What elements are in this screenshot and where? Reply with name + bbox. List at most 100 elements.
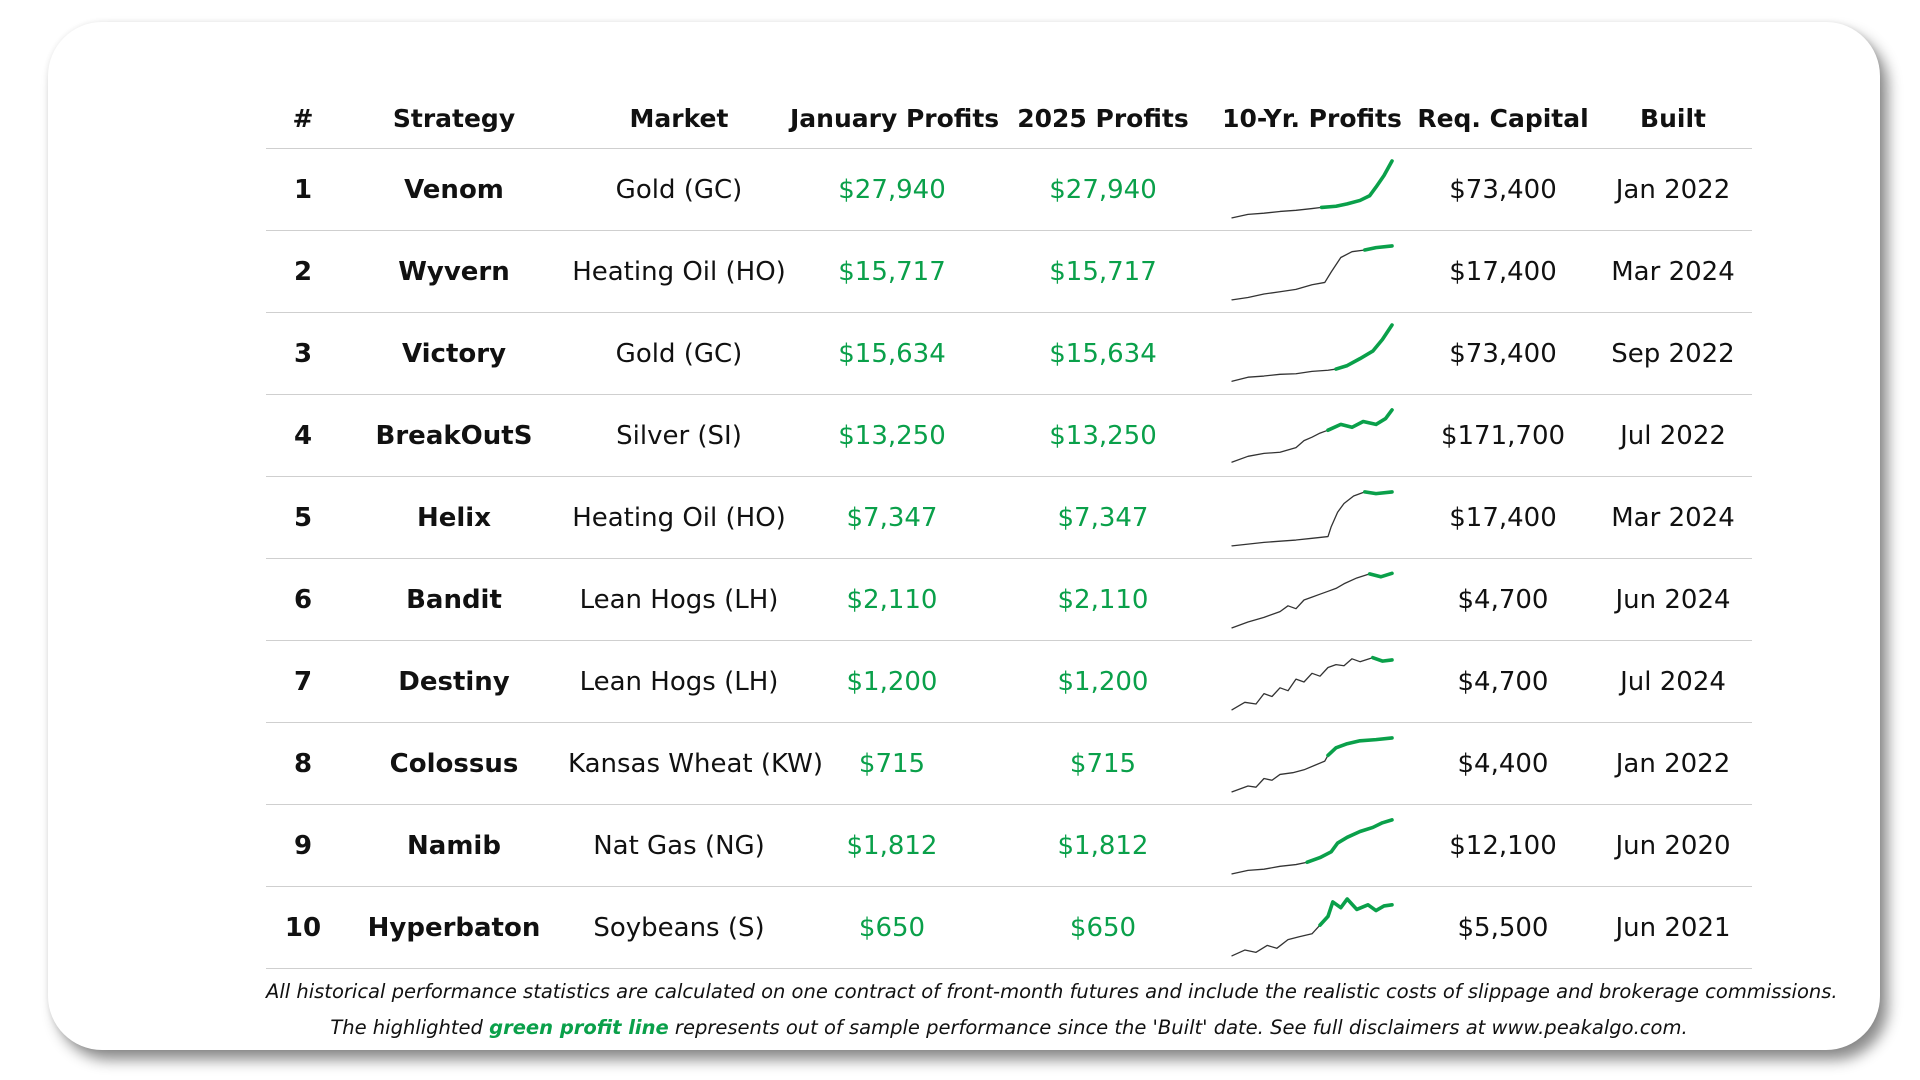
disclaimer-line-1: All historical performance statistics ar… [266,980,1838,1003]
header-rank: # [266,88,340,149]
table-row: 9 Namib Nat Gas (NG) $1,812 $1,812 $12,1… [266,804,1752,887]
ytd-profit-cell: $715 [994,722,1212,805]
ytd-profit-cell: $7,347 [994,476,1212,559]
market-cell: Silver (SI) [568,394,790,477]
sparkline-chart [1231,243,1394,300]
in-sample-profit-line [1231,572,1371,628]
disclaimer-pre: The highlighted [330,1016,490,1039]
capital-cell: $12,100 [1412,804,1594,887]
disclaimer-line-2: The highlighted green profit line repres… [266,1016,1752,1039]
built-cell: Jul 2022 [1594,394,1752,477]
strategy-cell: Hyperbaton [340,886,568,969]
market-cell: Lean Hogs (LH) [568,558,790,641]
sparkline-chart [1231,896,1394,956]
out-of-sample-profit-line [1363,489,1394,495]
sparkline-cell [1212,476,1412,559]
rank-cell: 8 [266,722,340,805]
sparkline-chart [1231,817,1394,874]
built-cell: Mar 2024 [1594,230,1752,313]
strategy-table: # Strategy Market January Profits 2025 P… [266,88,1752,969]
january-profit-cell: $7,347 [790,476,994,559]
sparkline-cell [1212,394,1412,477]
rank-cell: 6 [266,558,340,641]
january-profit-cell: $715 [790,722,994,805]
market-cell: Lean Hogs (LH) [568,640,790,723]
january-profit-cell: $2,110 [790,558,994,641]
rank-cell: 9 [266,804,340,887]
built-cell: Jun 2024 [1594,558,1752,641]
header-built: Built [1594,88,1752,149]
market-cell: Nat Gas (NG) [568,804,790,887]
market-cell: Gold (GC) [568,312,790,395]
built-cell: Sep 2022 [1594,312,1752,395]
disclaimer-post: represents out of sample performance sin… [668,1016,1688,1039]
ytd-profit-cell: $1,200 [994,640,1212,723]
rank-cell: 10 [266,886,340,969]
built-cell: Jun 2020 [1594,804,1752,887]
built-cell: Jan 2022 [1594,148,1752,231]
header-10yr-profits: 10-Yr. Profits [1212,88,1412,149]
ytd-profit-cell: $13,250 [994,394,1212,477]
strategy-cell: Namib [340,804,568,887]
ytd-profit-cell: $15,634 [994,312,1212,395]
in-sample-profit-line [1231,429,1329,463]
market-cell: Soybeans (S) [568,886,790,969]
header-strategy: Strategy [340,88,568,149]
table-header-row: # Strategy Market January Profits 2025 P… [266,88,1752,149]
market-cell: Kansas Wheat (KW) [568,722,823,805]
strategy-cell: Destiny [340,640,568,723]
january-profit-cell: $15,717 [790,230,994,313]
sparkline-cell [1212,148,1412,231]
in-sample-profit-line [1231,248,1366,300]
strategy-cell: Victory [340,312,568,395]
sparkline-chart [1231,407,1394,463]
table-row: 4 BreakOutS Silver (SI) $13,250 $13,250 … [266,394,1752,477]
sparkline-chart [1231,735,1394,792]
sparkline-cell [1212,886,1412,969]
ytd-profit-cell: $2,110 [994,558,1212,641]
header-req-capital: Req. Capital [1412,88,1594,149]
sparkline-cell [1212,558,1412,641]
out-of-sample-profit-line [1326,735,1394,757]
table-row: 3 Victory Gold (GC) $15,634 $15,634 $73,… [266,312,1752,395]
january-profit-cell: $1,200 [790,640,994,723]
strategy-cell: Helix [340,476,568,559]
in-sample-profit-line [1231,367,1337,382]
built-cell: Mar 2024 [1594,476,1752,559]
performance-card: # Strategy Market January Profits 2025 P… [48,22,1880,1050]
sparkline-chart [1231,322,1394,382]
sparkline-cell [1212,804,1412,887]
january-profit-cell: $13,250 [790,394,994,477]
in-sample-profit-line [1231,206,1323,218]
out-of-sample-profit-line [1319,158,1394,209]
january-profit-cell: $27,940 [790,148,994,231]
in-sample-profit-line [1231,754,1329,792]
rank-cell: 7 [266,640,340,723]
sparkline-cell [1212,722,1412,805]
capital-cell: $4,400 [1412,722,1594,805]
in-sample-profit-line [1231,656,1374,710]
sparkline-cell [1212,312,1412,395]
sparkline-chart [1231,489,1394,546]
strategy-cell: BreakOutS [340,394,568,477]
sparkline-chart [1231,655,1394,710]
rank-cell: 2 [266,230,340,313]
rank-cell: 1 [266,148,340,231]
out-of-sample-profit-line [1305,817,1394,864]
capital-cell: $171,700 [1412,394,1594,477]
out-of-sample-profit-line [1334,322,1394,371]
in-sample-profit-line [1231,923,1321,956]
green-profit-line-label: green profit line [489,1016,669,1039]
in-sample-profit-line [1231,861,1308,874]
out-of-sample-profit-line [1371,655,1394,663]
rank-cell: 3 [266,312,340,395]
capital-cell: $4,700 [1412,640,1594,723]
header-market: Market [568,88,790,149]
built-cell: Jan 2022 [1594,722,1752,805]
market-cell: Gold (GC) [568,148,790,231]
january-profit-cell: $1,812 [790,804,994,887]
table-row: 2 Wyvern Heating Oil (HO) $15,717 $15,71… [266,230,1752,313]
capital-cell: $73,400 [1412,312,1594,395]
sparkline-cell [1212,230,1412,313]
capital-cell: $17,400 [1412,230,1594,313]
